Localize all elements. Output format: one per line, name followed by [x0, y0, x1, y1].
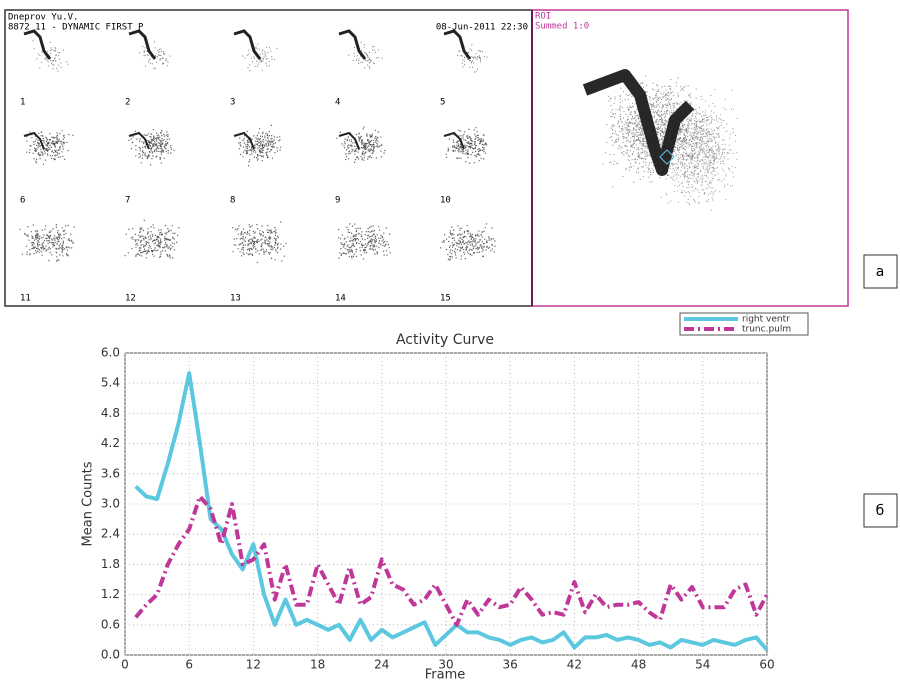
frame-label: 9	[335, 196, 340, 206]
scan-dots	[253, 221, 287, 262]
y-tick-label: 0.0	[101, 648, 120, 662]
y-tick-label: 1.8	[101, 557, 120, 571]
series-line	[134, 371, 769, 652]
series-line	[134, 494, 769, 627]
scan-dots	[336, 131, 375, 163]
scan-dots	[602, 75, 712, 188]
y-tick-label: 5.4	[101, 376, 120, 390]
scan-shape	[338, 131, 360, 150]
x-tick-label: 60	[759, 658, 774, 672]
scan-dots	[252, 124, 282, 162]
chart: 0.0 0.6 1.2 1.8 2.4 3.0 3.6 4.2 4.8 5.4 6.0 0 6 12 18 2…	[101, 312, 809, 672]
scan-shape	[23, 131, 45, 150]
scan-dots	[338, 223, 368, 260]
roi-label: ROI	[535, 12, 551, 22]
frame-label: 13	[230, 294, 241, 304]
header-study: 8872 11 - DYNAMIC FIRST P	[8, 23, 144, 33]
scan-shape	[233, 29, 262, 60]
roi-summed: Summed 1:0	[535, 22, 589, 32]
header-date: 08-Jun-2011 22:30	[436, 23, 528, 33]
frame-label: 12	[125, 294, 136, 304]
x-tick-label: 6	[185, 658, 193, 672]
y-tick-label: 3.6	[101, 466, 120, 480]
x-axis-label: Frame	[425, 668, 466, 683]
scan-dots	[242, 43, 278, 72]
frame-label: 15	[440, 294, 451, 304]
scan-shape	[582, 69, 695, 176]
scan-shape	[128, 131, 150, 150]
y-axis-label: Mean Counts	[81, 461, 96, 546]
frame-label: 1	[20, 98, 25, 108]
frame-label: 10	[440, 196, 451, 206]
scan-shape	[128, 29, 157, 60]
y-tick-label: 0.6	[101, 617, 120, 631]
frame-label: 7	[125, 196, 130, 206]
scan-dots	[459, 223, 496, 260]
y-tick-label: 6.0	[101, 346, 120, 360]
y-tick-label: 1.2	[101, 587, 120, 601]
x-tick-label: 18	[310, 658, 325, 672]
scan-dots	[32, 40, 69, 72]
y-tick-label: 2.4	[101, 527, 120, 541]
scan-dots	[440, 225, 477, 261]
scan-dots	[128, 130, 169, 166]
chart-title: Activity Curve	[396, 332, 494, 348]
scan-dots	[139, 41, 171, 70]
scan-shape	[338, 29, 367, 60]
label-box	[863, 254, 898, 289]
roi-marker	[659, 149, 675, 165]
roi-panel	[531, 9, 849, 307]
legend-label: trunc.pulm	[742, 325, 791, 335]
scan-dots	[44, 224, 75, 262]
frame-label: 6	[20, 196, 25, 206]
scan-shape	[443, 29, 472, 60]
scan-dots	[148, 129, 175, 160]
x-tick-label: 54	[695, 658, 710, 672]
scan-dots	[463, 127, 488, 164]
scan-dots	[19, 224, 56, 262]
scan-dots	[445, 128, 483, 164]
scan-dots	[457, 44, 488, 73]
x-tick-label: 0	[121, 658, 129, 672]
x-tick-label: 42	[567, 658, 582, 672]
label-box	[863, 493, 898, 528]
y-tick-label: 4.2	[101, 436, 120, 450]
frame-label: 8	[230, 196, 235, 206]
panel-label: a	[876, 264, 885, 280]
y-tick-label: 3.0	[101, 497, 120, 511]
scan-dots	[238, 128, 275, 167]
x-tick-label: 36	[503, 658, 518, 672]
x-tick-label: 24	[374, 658, 389, 672]
frame-label: 5	[440, 98, 445, 108]
x-tick-label: 12	[246, 658, 261, 672]
frame-label: 2	[125, 98, 130, 108]
frame-label: 3	[230, 98, 235, 108]
x-tick-label: 30	[438, 658, 453, 672]
header-name: Dneprov Yu.V.	[8, 13, 78, 23]
frame-label: 11	[20, 294, 31, 304]
panel-label: б	[876, 503, 885, 519]
frame-label: 4	[335, 98, 340, 108]
scan-dots	[232, 224, 267, 264]
scan-dots	[353, 225, 391, 256]
x-tick-label: 48	[631, 658, 646, 672]
frames-panel	[4, 9, 533, 307]
scan-dots	[144, 224, 180, 259]
y-tick-label: 4.8	[101, 406, 120, 420]
frame-label: 14	[335, 294, 346, 304]
legend-label: right ventr	[742, 315, 790, 325]
scan-shape	[23, 29, 52, 60]
